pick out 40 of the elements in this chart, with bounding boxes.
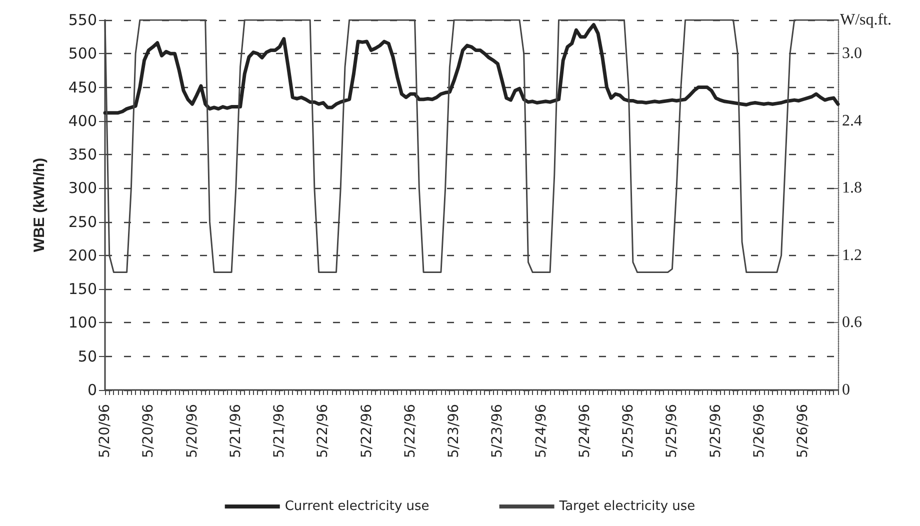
legend-label: Target electricity use — [558, 499, 696, 514]
y2-axis-title: W/sq.ft. — [840, 12, 892, 28]
x-tick-label: 5/20/96 — [184, 404, 200, 458]
x-tick-label: 5/24/96 — [533, 404, 550, 458]
x-tick-label: 5/20/96 — [140, 404, 157, 458]
y2-tick-label: 1.8 — [842, 180, 862, 197]
y-tick-label: 500 — [68, 44, 97, 63]
x-tick-label: 5/22/96 — [402, 404, 418, 458]
y-tick-label: 200 — [68, 246, 97, 264]
x-tick-label: 5/23/96 — [446, 404, 462, 458]
y-tick-label: 450 — [68, 78, 97, 96]
legend-label: Current electricity use — [284, 499, 430, 514]
x-tick-label: 5/26/96 — [795, 404, 812, 458]
y-tick-label: 250 — [68, 212, 97, 231]
y-tick-label: 0 — [87, 381, 97, 399]
x-tick-label: 5/25/96 — [664, 404, 680, 458]
x-tick-label: 5/22/96 — [358, 404, 375, 458]
y-tick-label: 150 — [68, 280, 97, 298]
x-tick-label: 5/23/96 — [490, 404, 506, 458]
x-tick-label: 5/21/96 — [228, 404, 244, 458]
y2-tick-label: 0 — [842, 382, 850, 398]
x-tick-label: 5/20/96 — [97, 404, 113, 458]
line-series — [103, 22, 840, 115]
y-tick-label: 350 — [68, 146, 97, 164]
y2-tick-label: 0.6 — [842, 314, 862, 332]
x-tick-label: 5/21/96 — [272, 404, 288, 458]
x-tick-label: 5/25/96 — [620, 404, 637, 458]
x-tick-label: 5/24/96 — [576, 404, 593, 458]
y2-tick-label: 3.0 — [842, 45, 862, 62]
y-tick-label: 300 — [68, 179, 97, 198]
x-tick-label: 5/25/96 — [708, 404, 724, 458]
x-tick-label: 5/22/96 — [315, 404, 332, 458]
x-tick-label: 5/26/96 — [751, 404, 768, 458]
y2-tick-label: 1.2 — [842, 246, 862, 264]
y-tick-label: 50 — [78, 347, 97, 366]
y-tick-label: 400 — [68, 112, 97, 130]
y-axis-title: WBE (kWh/h) — [31, 158, 48, 252]
y-tick-label: 100 — [68, 314, 97, 332]
y-tick-label: 550 — [68, 11, 97, 29]
y2-tick-label: 2.4 — [842, 112, 862, 130]
